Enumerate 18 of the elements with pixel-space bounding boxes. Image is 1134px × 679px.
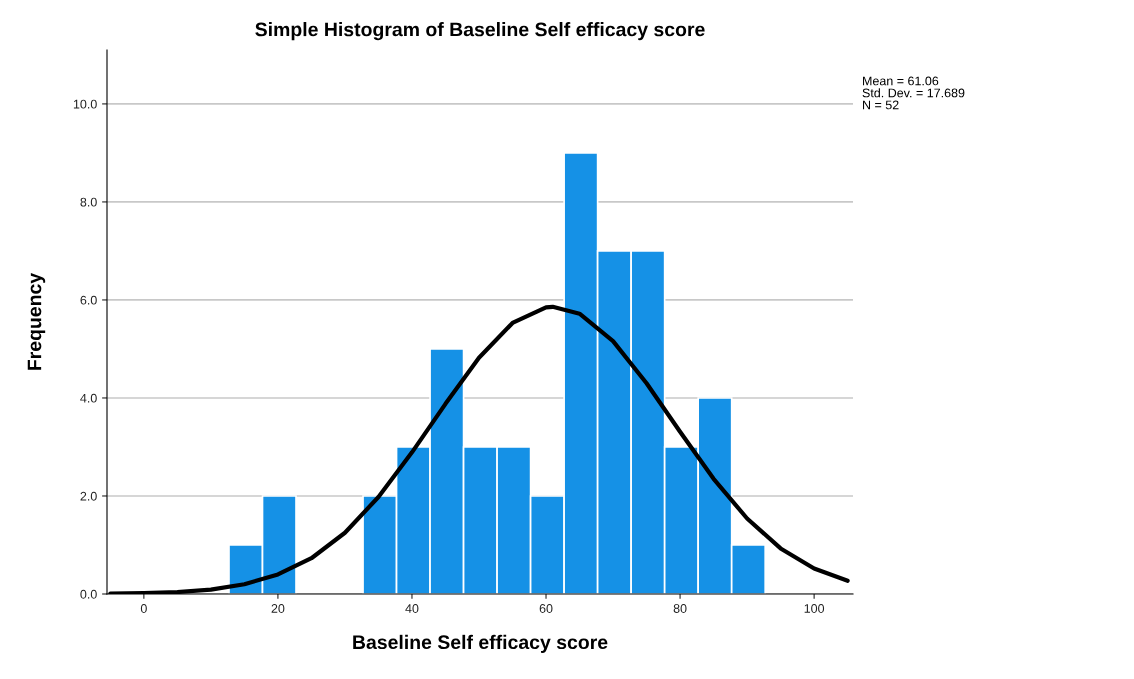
x-axis-title: Baseline Self efficacy score [353,634,608,653]
y-tick-label: 2.0 [80,491,97,501]
y-tick-label: 4.0 [80,393,97,403]
x-tick-label: 60 [539,604,553,613]
x-tick-label: 80 [673,604,687,613]
x-tick-label: 0 [140,604,147,613]
y-tick-label: 6.0 [80,295,97,305]
y-axis-title: Frequency [27,272,46,370]
text: Std. Dev. = 17.689 [862,88,965,98]
text: Mean = 61.06 [863,76,939,86]
x-tick-label: 100 [804,604,825,613]
y-tick-label: 0.0 [80,589,97,599]
y-tick-label: 10.0 [73,99,97,109]
x-tick-label: 20 [271,604,285,613]
text: N = 52 [863,100,899,110]
chart-title: Simple Histogram of Baseline Self efficacy score [255,22,705,41]
y-tick-label: 8.0 [80,197,97,207]
x-tick-label: 40 [405,604,419,613]
